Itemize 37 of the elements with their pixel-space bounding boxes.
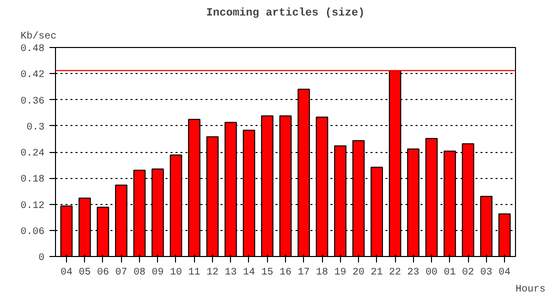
x-tick-label: 15	[261, 268, 274, 278]
y-tick-label: 0.24	[20, 148, 45, 160]
chart-title: Incoming articles (size)	[206, 8, 365, 20]
x-tick-label: 20	[352, 268, 365, 278]
x-tick-label: 04	[498, 268, 511, 278]
y-tick-label: 0.18	[20, 174, 45, 186]
y-tick-label: 0.42	[20, 70, 45, 82]
x-tick-label: 12	[206, 268, 218, 278]
y-tick-label: 0.48	[20, 44, 45, 55]
y-tick-label: 0	[38, 253, 45, 264]
x-tick-label: 00	[426, 268, 438, 278]
y-tick-label: 0.36	[20, 96, 45, 108]
x-tick-label: 10	[170, 268, 182, 278]
y-tick-label: 0.12	[20, 200, 45, 212]
y-tick-label: 0.3	[26, 122, 45, 134]
x-tick-label: 08	[133, 268, 146, 278]
x-tick-label: 06	[96, 268, 109, 278]
x-tick-label: 04	[60, 268, 72, 278]
x-tick-label: 07	[115, 268, 128, 278]
x-tick-label: 03	[480, 268, 492, 278]
x-tick-label: 14	[242, 268, 256, 278]
x-tick-label: 16	[280, 268, 292, 278]
x-tick-label: 13	[224, 268, 237, 278]
x-tick-label: 02	[462, 268, 474, 278]
x-tick-label: 17	[298, 268, 310, 278]
x-tick-label: 23	[407, 268, 420, 278]
x-tick-label: 21	[370, 268, 383, 278]
x-tick-label: 19	[334, 268, 346, 278]
x-tick-label: 05	[78, 268, 91, 278]
x-tick-label: 09	[152, 268, 164, 278]
x-tick-label: 22	[389, 268, 402, 278]
x-axis-title: Hours	[515, 284, 546, 296]
x-tick-label: 18	[316, 268, 328, 278]
x-tick-label: 01	[444, 268, 456, 278]
x-tick-label: 11	[188, 268, 200, 278]
y-axis-title: Kb/sec	[20, 30, 57, 42]
y-tick-label: 0.06	[20, 226, 45, 238]
